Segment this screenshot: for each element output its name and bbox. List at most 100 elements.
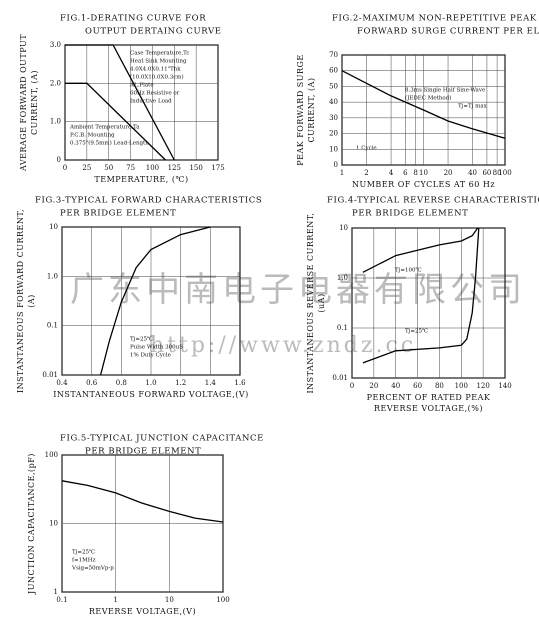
x-tick-label: 1 bbox=[113, 596, 117, 604]
annotation: f=1MHz bbox=[72, 558, 96, 564]
y-tick-label: 0.01 bbox=[42, 371, 58, 379]
y-axis-label: PEAK FORWARD SURGE bbox=[296, 54, 305, 166]
x-tick-label: 25 bbox=[82, 164, 91, 172]
chart-title: PER BRIDGE ELEMENT bbox=[352, 209, 468, 219]
y-tick-label: 0 bbox=[57, 156, 61, 164]
y-tick-label: 40 bbox=[329, 98, 338, 106]
y-tick-label: 2.0 bbox=[50, 79, 61, 87]
data-line bbox=[61, 480, 224, 523]
x-tick-label: 20 bbox=[444, 169, 453, 177]
chart-title: FIG.3-TYPICAL FORWARD CHARACTERISTICS bbox=[35, 196, 262, 206]
chart-title: FIG.4-TYPICAL REVERSE CHARACTERISTICS bbox=[327, 196, 539, 206]
y-tick-label: 30 bbox=[329, 114, 338, 122]
x-tick-label: 75 bbox=[126, 164, 135, 172]
x-tick-label: 10 bbox=[419, 169, 428, 177]
x-axis-label: REVERSE VOLTAGE,(V) bbox=[89, 607, 196, 616]
x-tick-label: 125 bbox=[168, 164, 181, 172]
x-tick-label: 0 bbox=[350, 382, 354, 390]
y-axis-label: INSTANTANEOUS REVERSE CURRENT, bbox=[306, 213, 315, 394]
y-axis-label: CURRENT, (A) bbox=[307, 77, 316, 142]
x-tick-label: 8 bbox=[413, 169, 417, 177]
chart-title: PER BRIDGE ELEMENT bbox=[85, 447, 201, 457]
y-tick-label: 50 bbox=[329, 82, 338, 90]
x-tick-label: 4 bbox=[389, 169, 394, 177]
y-tick-label: 0.01 bbox=[332, 374, 348, 382]
x-tick-label: 0.6 bbox=[86, 379, 98, 387]
x-tick-label: 100 bbox=[498, 169, 511, 177]
x-tick-label: 50 bbox=[104, 164, 113, 172]
x-axis-label: NUMBER OF CYCLES AT 60 Hz bbox=[352, 180, 495, 189]
x-tick-label: 0.1 bbox=[56, 596, 67, 604]
y-axis-label: INSTANTANEOUS FORWARD CURRENT, bbox=[16, 209, 25, 393]
x-axis-label: INSTANTANEOUS FORWARD VOLTAGE,(V) bbox=[53, 390, 249, 399]
y-tick-label: 0.1 bbox=[337, 324, 348, 332]
x-axis-label: REVERSE VOLTAGE,(%) bbox=[374, 404, 483, 413]
annotation: Ambient Temperature,Ta bbox=[69, 125, 140, 131]
y-tick-label: 60 bbox=[329, 67, 338, 75]
y-tick-label: 10 bbox=[329, 145, 338, 153]
x-axis-label: PERCENT OF RATED PEAK bbox=[367, 393, 491, 402]
x-tick-label: 80 bbox=[435, 382, 444, 390]
annotation: Tj=25℃ bbox=[130, 336, 153, 343]
x-tick-label: 6 bbox=[403, 169, 408, 177]
y-tick-label: 20 bbox=[329, 130, 338, 138]
watermark-url: http://www.zndz.cc bbox=[150, 333, 416, 358]
x-tick-label: 1.0 bbox=[145, 379, 156, 387]
y-axis-label: (A) bbox=[27, 294, 36, 308]
annotation: 8.3ms Single Half Sine-Wave bbox=[405, 88, 485, 94]
x-tick-label: 140 bbox=[498, 382, 511, 390]
y-axis-label: JUNCTION CAPACITANCE,(pF) bbox=[27, 453, 36, 595]
x-tick-label: 120 bbox=[476, 382, 489, 390]
annotation: Case Temperature,Tc bbox=[130, 51, 189, 57]
annotation: Tj=25℃ bbox=[72, 549, 95, 556]
annotation: P.C.B. Mounting bbox=[70, 133, 115, 139]
data-line bbox=[65, 82, 166, 161]
x-tick-label: 0 bbox=[63, 164, 67, 172]
data-line bbox=[362, 227, 479, 273]
chart-title: FIG.1-DERATING CURVE FOR bbox=[60, 14, 206, 24]
y-tick-label: 1.0 bbox=[47, 272, 58, 280]
annotation: AL.Plate bbox=[129, 83, 154, 89]
annotation: 60Hz Resistive or bbox=[130, 91, 180, 97]
x-tick-label: 60 bbox=[482, 169, 491, 177]
x-tick-label: 40 bbox=[468, 169, 477, 177]
x-tick-label: 60 bbox=[413, 382, 422, 390]
y-tick-label: 0.1 bbox=[47, 322, 58, 330]
annotation: Inductive Load bbox=[130, 99, 172, 105]
x-tick-label: 20 bbox=[369, 382, 378, 390]
data-line bbox=[341, 70, 506, 139]
annotation: 1 Cycle bbox=[356, 146, 377, 152]
x-tick-label: 100 bbox=[216, 596, 229, 604]
y-tick-label: 1 bbox=[54, 588, 58, 596]
x-tick-label: 1.2 bbox=[175, 379, 186, 387]
chart-title: PER BRIDGE ELEMENT bbox=[60, 209, 176, 219]
x-tick-label: 1.4 bbox=[205, 379, 217, 387]
y-tick-label: 10 bbox=[339, 224, 348, 232]
data-line bbox=[362, 227, 480, 364]
chart-title: FIG.2-MAXIMUM NON-REPETITIVE PEAK bbox=[332, 14, 537, 24]
y-axis-label: (uA) bbox=[317, 293, 326, 312]
y-tick-label: 1.0 bbox=[50, 118, 61, 126]
annotation: Pulse Width 300uS bbox=[130, 345, 183, 351]
y-tick-label: 70 bbox=[329, 51, 338, 59]
x-tick-label: 1 bbox=[340, 169, 344, 177]
x-tick-label: 100 bbox=[455, 382, 468, 390]
x-tick-label: 10 bbox=[165, 596, 174, 604]
y-axis-label: CURRENT, (A) bbox=[30, 70, 39, 135]
chart-title: FORWARD SURGE CURRENT PER ELEMENT bbox=[357, 27, 539, 37]
y-tick-label: 10 bbox=[49, 520, 58, 528]
series-label: Tj=25℃ bbox=[405, 328, 428, 335]
x-tick-label: 40 bbox=[391, 382, 400, 390]
watermark: 广东中南电子电器有限公司 bbox=[70, 270, 526, 310]
y-tick-label: 10 bbox=[49, 223, 58, 231]
annotation: (JEDEC Method) bbox=[405, 95, 451, 102]
chart-title: OUTPUT DERTAING CURVE bbox=[85, 27, 222, 37]
y-tick-label: 100 bbox=[45, 451, 58, 459]
annotation: (10.0X10.0X0.3cm) bbox=[130, 74, 184, 81]
annotation: 1% Duty Cycle bbox=[130, 353, 171, 359]
annotation: Tj=Tj max bbox=[458, 104, 488, 110]
annotation: 4.0X4.0X0.11"Thk bbox=[130, 67, 181, 73]
x-axis-label: TEMPERATURE, (℃) bbox=[94, 175, 188, 184]
chart-title: FIG.5-TYPICAL JUNCTION CAPACITANCE bbox=[60, 434, 264, 444]
